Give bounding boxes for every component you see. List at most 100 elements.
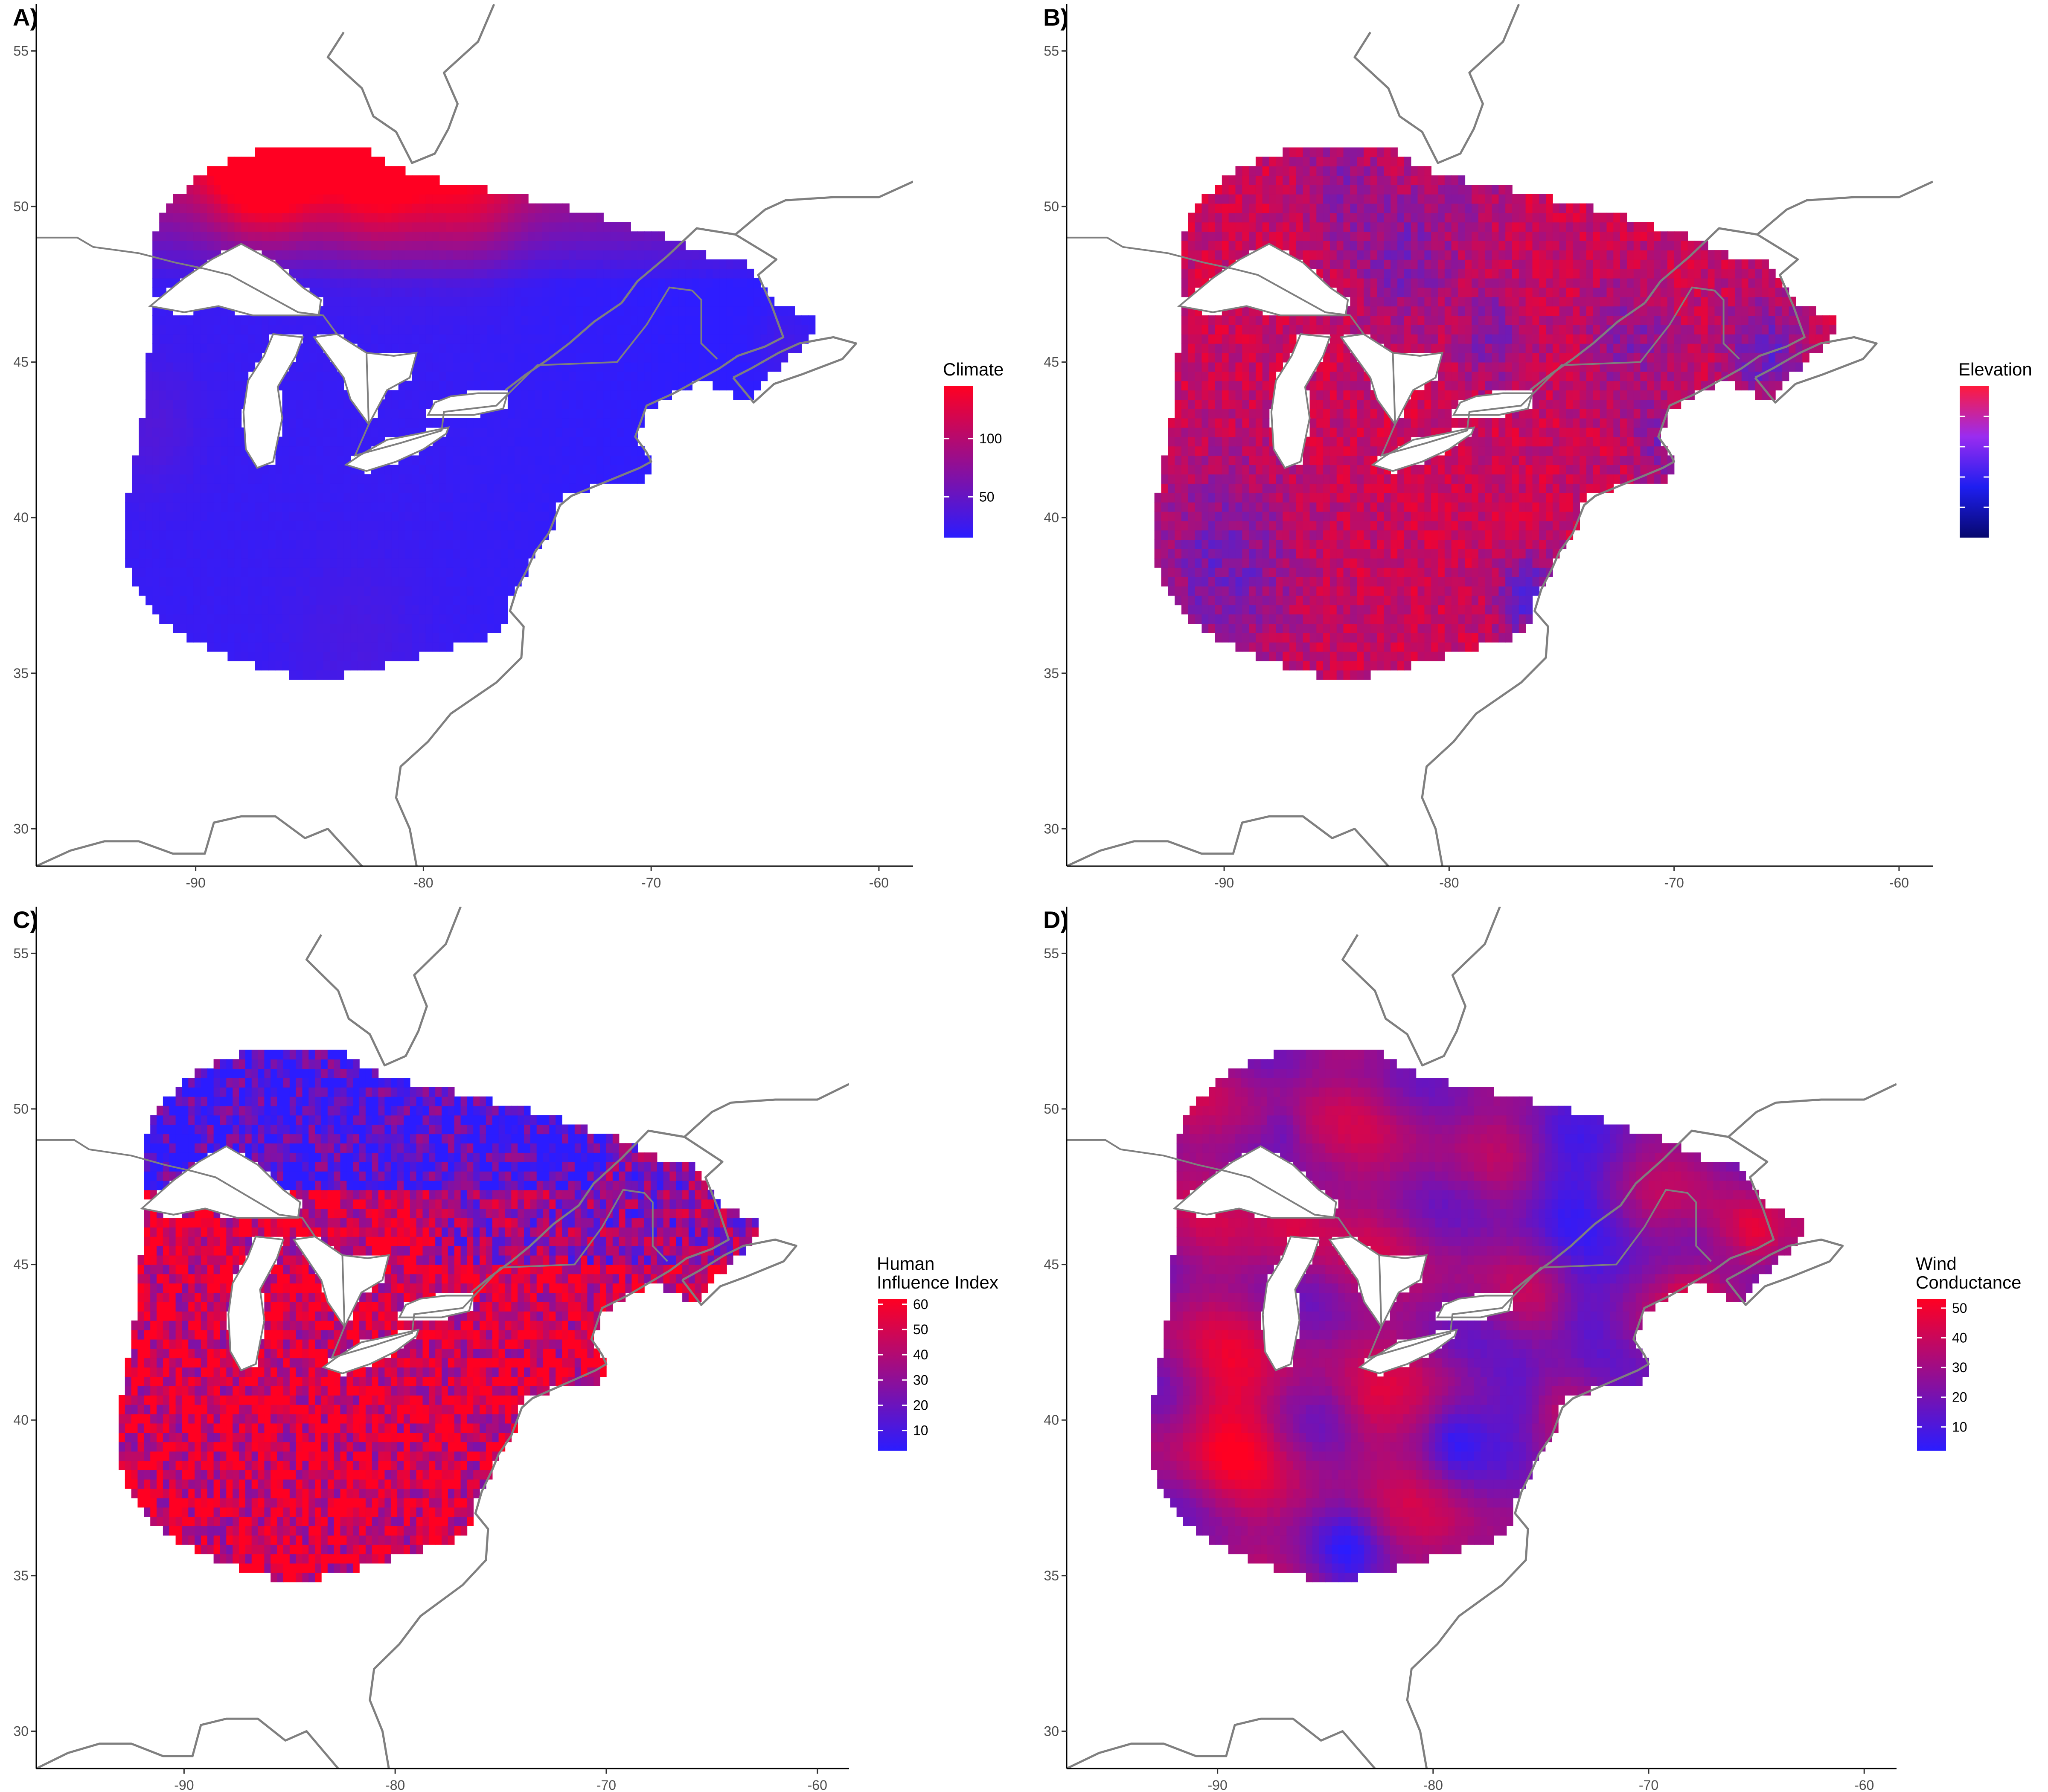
legend-tick-label: 50	[1952, 1300, 1967, 1316]
legend-tick-label: 100	[979, 431, 1002, 446]
raster-b	[1154, 147, 1837, 680]
y-tick-label: 30	[13, 1723, 29, 1739]
y-tick-label: 30	[1044, 821, 1059, 836]
y-tick-label: 45	[1044, 355, 1059, 370]
y-tick-label: 30	[1044, 1723, 1059, 1739]
coastline	[505, 302, 623, 391]
y-tick-label: 40	[1044, 510, 1059, 525]
coastline	[1725, 1238, 1844, 1306]
legend-title: Climate	[943, 359, 1004, 379]
coastline	[369, 1129, 730, 1769]
x-tick-label: -90	[186, 875, 206, 890]
y-tick-label: 45	[1044, 1257, 1059, 1272]
coastline	[470, 1204, 580, 1294]
lake-outline	[1370, 426, 1475, 472]
x-tick-label: -70	[596, 1777, 616, 1792]
lake-outline	[140, 1145, 301, 1219]
y-tick-label: 55	[1044, 945, 1059, 961]
us-canada-border	[36, 236, 718, 457]
y-tick-label: 30	[13, 821, 29, 836]
coastline	[1510, 1204, 1621, 1294]
y-tick-label: 50	[1044, 1101, 1059, 1117]
coastline	[36, 815, 363, 866]
legend-tick-label: 60	[913, 1297, 928, 1312]
lake-outline	[242, 333, 304, 469]
legend-title: Conductance	[1916, 1272, 2022, 1292]
x-tick-label: -60	[808, 1777, 827, 1792]
panel-label: D)	[1043, 906, 1068, 933]
panel-label: C)	[13, 906, 38, 933]
panel-a: -90 -80 -70 -60 55 50 45 40 35 30 A) Climate 100 50	[13, 4, 1004, 890]
us-canada-border	[1067, 1139, 1712, 1359]
lake-outline	[1262, 1235, 1320, 1372]
y-tick-label: 35	[13, 666, 29, 681]
raster-d	[1151, 1050, 1804, 1583]
x-tick-label: -80	[413, 875, 433, 890]
y-tick-label: 35	[1044, 666, 1059, 681]
lake-outline	[344, 426, 450, 472]
lake-outline	[1270, 333, 1331, 469]
coastline	[1754, 336, 1878, 404]
legend-tick-label: 10	[1952, 1419, 1967, 1434]
x-tick-label: -60	[1854, 1777, 1874, 1792]
legend-tick-label: 20	[913, 1398, 928, 1413]
coastline	[732, 336, 858, 404]
legend-title: Wind	[1916, 1254, 1957, 1274]
x-tick-label: -60	[1889, 875, 1909, 890]
lake-outline	[227, 1235, 285, 1372]
y-tick-label: 50	[1044, 199, 1059, 214]
panel-b: -90 -80 -70 -60 55 50 45 40 35 30 B) Elevation	[1043, 4, 2032, 890]
x-tick-label: -90	[174, 1777, 194, 1792]
legend-tick-label: 20	[1952, 1390, 1967, 1405]
basemap-d	[1067, 907, 1897, 1769]
coastline	[735, 180, 913, 236]
legend-a: Climate 100 50	[943, 359, 1004, 538]
lake-outline	[1177, 243, 1349, 317]
x-tick-label: -80	[1439, 875, 1459, 890]
y-tick-label: 45	[13, 1257, 29, 1272]
legend-colorbar	[1917, 1299, 1946, 1451]
x-tick-label: -80	[1423, 1777, 1443, 1792]
panel-c: -90 -80 -70 -60 55 50 45 40 35 30 C) HumanInfluence…	[13, 906, 998, 1792]
basemap-c	[36, 907, 849, 1769]
x-tick-label: -90	[1214, 875, 1234, 890]
x-tick-label: -70	[1664, 875, 1684, 890]
lake-outline	[148, 243, 322, 317]
legend-title: Elevation	[1958, 359, 2032, 379]
panel-label: A)	[13, 4, 38, 31]
legend-title: Influence Index	[877, 1272, 998, 1292]
panels-root: -90 -80 -70 -60 55 50 45 40 35 30 A) Climate 100 50 -9…	[13, 4, 2032, 1792]
y-tick-label: 40	[1044, 1412, 1059, 1428]
y-tick-label: 50	[13, 1101, 29, 1117]
coastline	[1067, 1717, 1376, 1769]
panel-label: B)	[1043, 4, 1068, 31]
coastline	[684, 1083, 849, 1138]
legend-tick-label: 50	[979, 489, 995, 504]
us-canada-border	[1067, 236, 1740, 457]
coastline	[1728, 1083, 1897, 1138]
legend-colorbar	[878, 1299, 907, 1451]
basemap-a	[36, 4, 913, 866]
legend-tick-label: 40	[1952, 1330, 1967, 1345]
legend-b: Elevation	[1958, 359, 2032, 538]
basemap-b	[1067, 4, 1933, 866]
raster-c	[119, 1050, 759, 1583]
coastline	[1341, 907, 1501, 1067]
coastline	[1353, 4, 1520, 164]
x-tick-label: -70	[641, 875, 661, 890]
coastline	[326, 4, 495, 164]
coastline	[1529, 302, 1646, 391]
legend-tick-label: 50	[913, 1322, 928, 1337]
x-tick-label: -70	[1639, 1777, 1658, 1792]
legend-colorbar	[944, 386, 973, 538]
coastline	[1067, 815, 1389, 866]
coastline	[36, 1717, 339, 1769]
y-tick-label: 35	[13, 1568, 29, 1583]
panel-d: -90 -80 -70 -60 55 50 45 40 35 30 D) WindConductanc…	[1043, 906, 2022, 1792]
legend-tick-label: 30	[913, 1372, 928, 1388]
raster-a	[125, 147, 816, 680]
y-tick-label: 55	[13, 43, 29, 58]
